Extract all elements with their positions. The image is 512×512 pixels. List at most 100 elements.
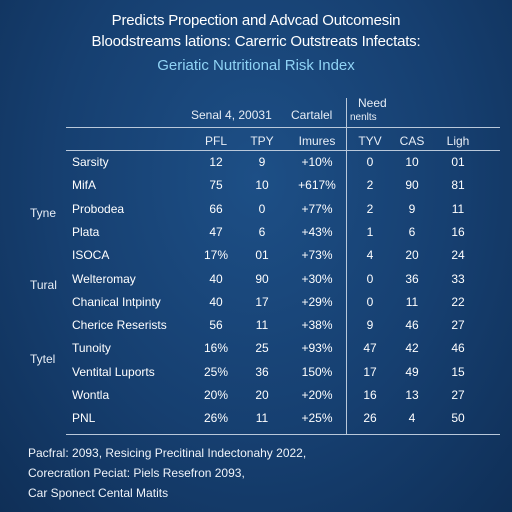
cell-imures: +77% xyxy=(301,201,333,216)
title-line-1: Predicts Propection and Advcad Outcomesi… xyxy=(111,12,401,29)
cell-pfl: 40 xyxy=(209,271,223,286)
cell-cas: 10 xyxy=(405,155,419,169)
cell-ligh: 50 xyxy=(451,411,465,426)
cell-tyv: 0 xyxy=(366,294,374,309)
cell-tpy: 36 xyxy=(255,364,269,379)
footer-line-2: Corecration Peciat: Piels Resefron 2093, xyxy=(28,466,245,480)
cell-tyv: 2 xyxy=(366,201,374,216)
group-header-3-line-1: Need xyxy=(358,96,387,110)
cell-tpy: 11 xyxy=(255,318,269,333)
cell-pfl: 17% xyxy=(203,248,229,263)
table-bottom-rule xyxy=(66,434,500,435)
cell-pfl: 56 xyxy=(209,318,223,333)
cell-ligh: 16 xyxy=(451,224,465,239)
cell-pfl: 47 xyxy=(209,224,223,239)
cell-tyv: 26 xyxy=(363,411,377,426)
cell-cas: 9 xyxy=(408,201,416,216)
cell-tyv: 2 xyxy=(366,178,374,193)
cell-tpy: 11 xyxy=(255,411,269,426)
cell-tyv: 16 xyxy=(363,388,377,402)
column-header-ligh: Ligh xyxy=(446,134,470,148)
row-label: Ventital Luports xyxy=(72,364,155,379)
cell-pfl: 16% xyxy=(203,341,229,356)
group-label-tyne: Tyne xyxy=(30,206,57,220)
column-header-pfl: PFL xyxy=(204,134,227,148)
cell-tyv: 9 xyxy=(366,318,374,333)
table-row: Sarsity 12 9 +10% 0 10 01 xyxy=(70,152,500,174)
table-row: MifA 75 10 +617% 2 90 81 xyxy=(70,175,500,197)
cell-ligh: 81 xyxy=(451,178,465,193)
footer-line-3: Car Sponect Cental Matits xyxy=(28,486,169,500)
cell-cas: 11 xyxy=(405,294,419,309)
cell-cas: 36 xyxy=(405,271,419,286)
table-row: ISOCA 17% 01 +73% 4 20 24 xyxy=(70,245,500,267)
cell-cas: 6 xyxy=(408,224,416,239)
column-header-tpy: TPY xyxy=(250,134,274,148)
cell-imures: 150% xyxy=(301,364,333,379)
cell-ligh: 27 xyxy=(451,318,465,333)
title-line-2: Bloodstreams lations: Carerric Outstreat… xyxy=(91,33,421,50)
cell-imures: +617% xyxy=(298,178,336,193)
cell-imures: +43% xyxy=(301,224,333,239)
row-label: Cherice Reserists xyxy=(72,318,167,333)
cell-cas: 90 xyxy=(405,178,419,193)
row-label: Welteromay xyxy=(72,271,136,286)
column-header-cas: CAS xyxy=(399,134,425,148)
cell-tyv: 0 xyxy=(366,271,374,286)
cell-imures: +20% xyxy=(301,388,333,402)
cell-tpy: 01 xyxy=(255,248,269,263)
column-divider xyxy=(346,98,347,434)
cell-ligh: 33 xyxy=(451,271,465,286)
footer-line-1: Pacfral: 2093, Resicing Precitinal Indec… xyxy=(28,446,307,460)
column-header-rule xyxy=(66,150,500,151)
group-header-1: Senal 4, 20031 xyxy=(191,108,272,122)
cell-ligh: 01 xyxy=(451,155,465,169)
cell-tpy: 10 xyxy=(255,178,269,193)
group-label-tural: Tural xyxy=(30,278,57,292)
cell-pfl: 26% xyxy=(203,411,229,426)
cell-imures: +30% xyxy=(301,271,333,286)
column-header-tyv: TYV xyxy=(358,134,382,148)
cell-imures: +73% xyxy=(301,248,333,263)
row-label: PNL xyxy=(72,411,96,426)
cell-tpy: 6 xyxy=(258,224,266,239)
cell-cas: 13 xyxy=(405,388,419,402)
cell-cas: 4 xyxy=(408,411,416,426)
cell-pfl: 20% xyxy=(203,388,229,402)
cell-pfl: 12 xyxy=(209,155,223,169)
cell-tyv: 47 xyxy=(363,341,377,356)
row-label: Sarsity xyxy=(72,155,109,169)
cell-ligh: 27 xyxy=(451,388,465,402)
group-header-3-line-2: nenlts xyxy=(350,112,377,123)
cell-imures: +10% xyxy=(301,155,333,169)
cell-tpy: 90 xyxy=(255,271,269,286)
row-label: Chanical Intpinty xyxy=(72,294,161,309)
cell-imures: +38% xyxy=(301,318,333,333)
cell-cas: 49 xyxy=(405,364,419,379)
cell-cas: 46 xyxy=(405,318,419,333)
cell-tpy: 9 xyxy=(258,155,266,169)
header-rule xyxy=(66,127,500,128)
table-row: PNL 26% 11 +25% 26 4 50 xyxy=(70,408,500,430)
cell-cas: 42 xyxy=(405,341,419,356)
cell-imures: +29% xyxy=(301,294,333,309)
cell-ligh: 11 xyxy=(451,201,465,216)
row-label: Probodea xyxy=(72,201,125,216)
cell-tyv: 4 xyxy=(366,248,374,263)
cell-tpy: 20 xyxy=(255,388,269,402)
row-label: Wontla xyxy=(72,388,110,402)
table-row: Ventital Luports 25% 36 150% 17 49 15 xyxy=(70,362,500,384)
table-row: Welteromay 40 90 +30% 0 36 33 xyxy=(70,269,500,291)
cell-pfl: 25% xyxy=(203,364,229,379)
column-header-imures: Imures xyxy=(298,134,336,148)
row-label: ISOCA xyxy=(72,248,110,263)
row-label: MifA xyxy=(72,178,96,193)
cell-pfl: 75 xyxy=(209,178,223,193)
table-row: Tunoity 16% 25 +93% 47 42 46 xyxy=(70,338,500,360)
cell-tyv: 1 xyxy=(366,224,374,239)
cell-tyv: 0 xyxy=(366,155,374,169)
group-header-2: Cartalel xyxy=(291,108,333,122)
cell-tpy: 17 xyxy=(255,294,269,309)
table-row: Probodea 66 0 +77% 2 9 11 xyxy=(70,199,500,221)
table-row: Cherice Reserists 56 11 +38% 9 46 27 xyxy=(70,315,500,337)
